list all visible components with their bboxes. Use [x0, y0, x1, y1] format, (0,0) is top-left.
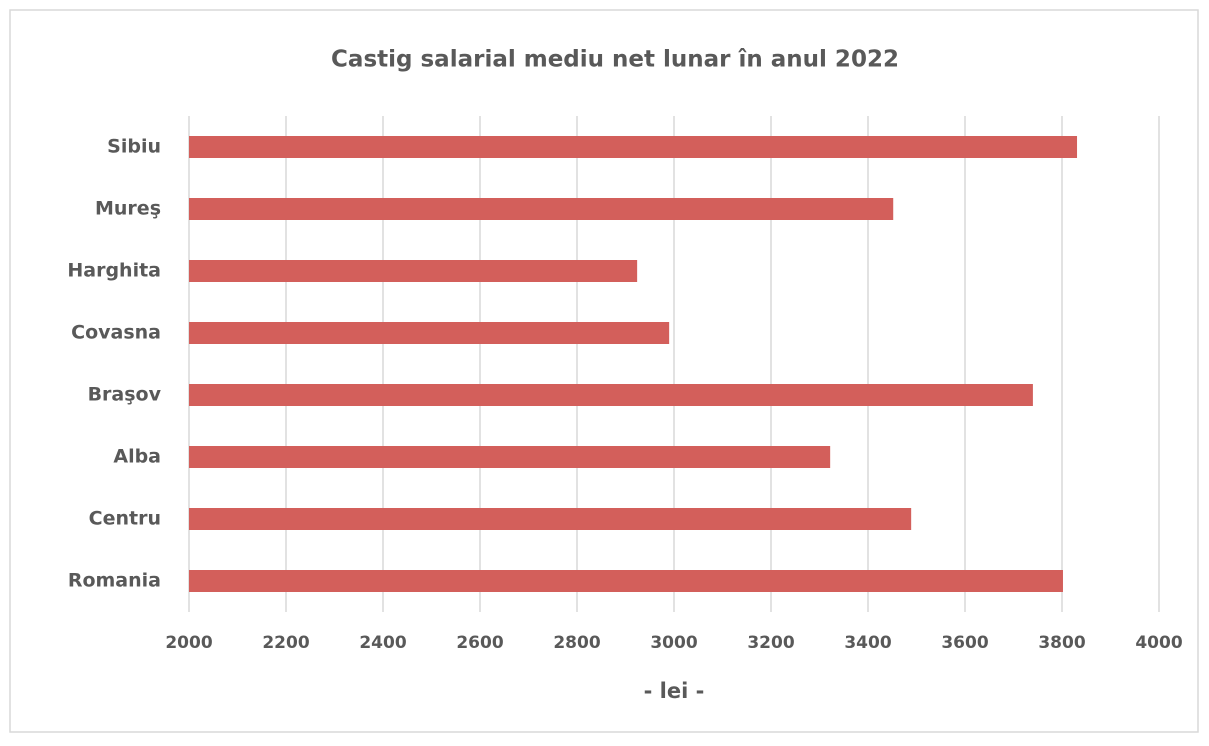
- y-tick-label: Covasna: [71, 322, 161, 344]
- y-tick-label: Sibiu: [107, 136, 161, 158]
- x-tick-label: 3400: [844, 633, 891, 653]
- x-tick-label: 3600: [941, 633, 988, 653]
- bar: [189, 322, 670, 344]
- bar: [189, 446, 831, 468]
- x-tick-label: 2200: [262, 633, 309, 653]
- y-tick-label: Romania: [68, 570, 161, 592]
- y-tick-label: Alba: [113, 446, 161, 468]
- y-tick-label: Centru: [89, 508, 161, 530]
- x-tick-label: 4000: [1135, 633, 1182, 653]
- y-tick-label: Harghita: [67, 260, 161, 282]
- chart-title: Castig salarial mediu net lunar în anul …: [331, 47, 899, 73]
- y-tick-label: Braşov: [88, 384, 162, 406]
- bar: [189, 198, 894, 220]
- x-tick-label: 3200: [747, 633, 794, 653]
- bar: [189, 570, 1063, 592]
- x-axis-title: - lei -: [644, 679, 705, 703]
- x-tick-label: 3000: [650, 633, 697, 653]
- x-tick-label: 2400: [359, 633, 406, 653]
- bar: [189, 136, 1078, 158]
- bar: [189, 384, 1033, 406]
- x-tick-label: 2600: [456, 633, 503, 653]
- x-tick-label: 2800: [553, 633, 600, 653]
- y-tick-label: Mureş: [95, 198, 161, 220]
- chart-border: [9, 9, 1199, 733]
- x-tick-label: 3800: [1038, 633, 1085, 653]
- bar: [189, 260, 638, 282]
- bar: [189, 508, 912, 530]
- x-tick-label: 2000: [165, 633, 212, 653]
